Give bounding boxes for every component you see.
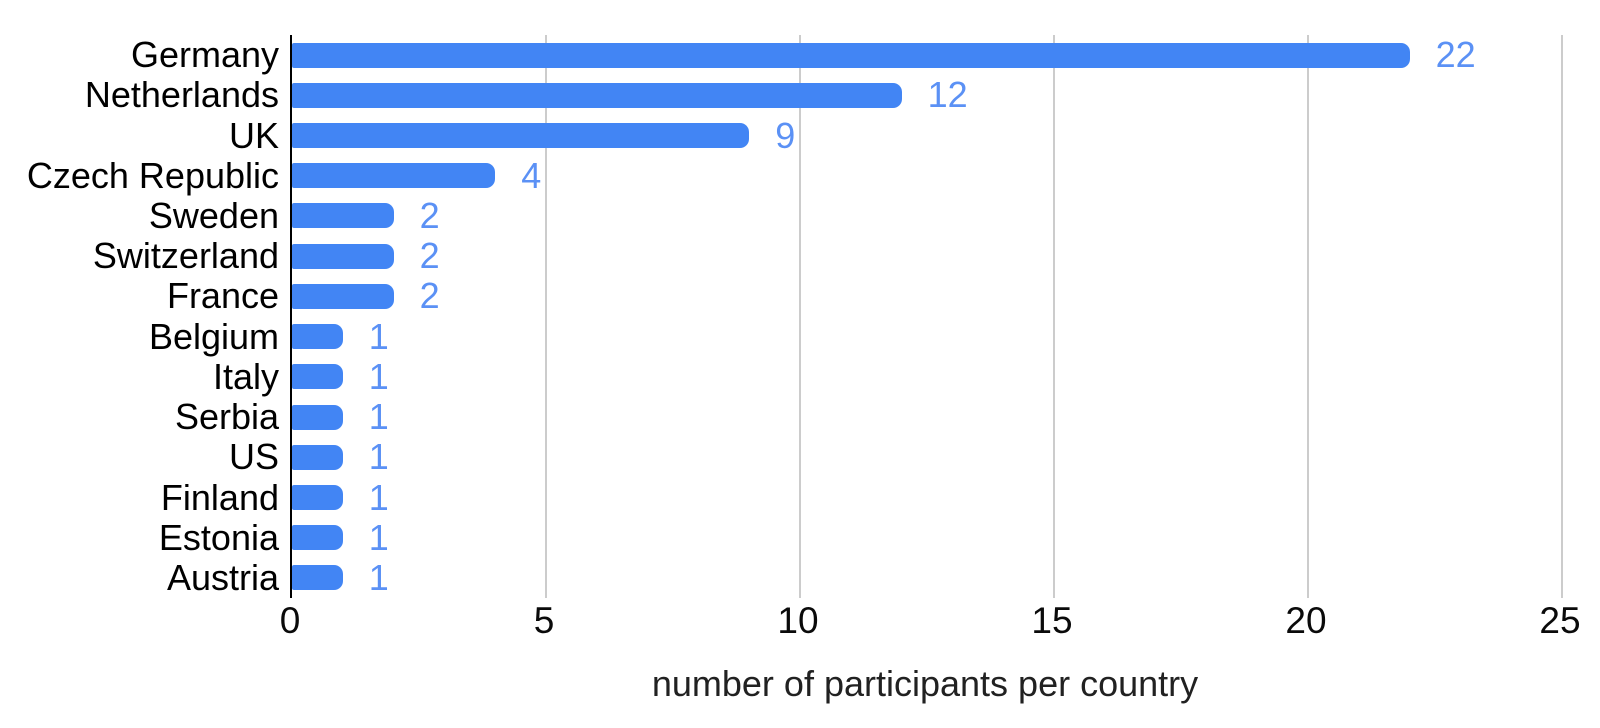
bar-rows: Germany 22 Netherlands 12 UK 9 Czech Republic 4… xyxy=(27,34,1562,598)
category-label-czech-republic: Czech Republic xyxy=(26,154,279,196)
chart-row-sweden: Sweden 2 xyxy=(149,194,1562,236)
chart-row-uk: UK 9 xyxy=(229,114,1562,156)
category-label-belgium: Belgium xyxy=(148,315,279,357)
chart-row-belgium: Belgium 1 xyxy=(149,315,1562,357)
x-tick-label-5: 5 xyxy=(533,600,555,641)
chart-row-serbia: Serbia 1 xyxy=(175,396,1562,438)
x-tick-label-15: 15 xyxy=(1031,600,1073,641)
bar-italy xyxy=(292,364,343,390)
chart-row-us: US 1 xyxy=(229,436,1562,478)
category-label-france: France xyxy=(166,275,279,317)
category-label-sweden: Sweden xyxy=(148,194,279,236)
chart-row-germany: Germany 22 xyxy=(131,34,1562,76)
value-label-uk: 9 xyxy=(775,114,796,156)
value-label-sweden: 2 xyxy=(419,194,440,236)
value-label-us: 1 xyxy=(368,436,389,478)
chart-row-france: France 2 xyxy=(167,275,1562,317)
chart-row-italy: Italy 1 xyxy=(213,355,1562,397)
gridline-20 xyxy=(1307,35,1309,598)
x-tick-label-25: 25 xyxy=(1539,600,1581,641)
value-label-netherlands: 12 xyxy=(927,74,968,116)
bar-czech-republic xyxy=(292,163,496,189)
value-label-belgium: 1 xyxy=(368,315,389,357)
bar-finland xyxy=(292,485,343,511)
bar-austria xyxy=(292,565,343,591)
value-label-switzerland: 2 xyxy=(419,235,440,277)
chart-row-switzerland: Switzerland 2 xyxy=(93,235,1562,277)
x-axis: 0 5 10 15 20 25 xyxy=(280,600,1581,644)
plot-area: Germany 22 Netherlands 12 UK 9 Czech Republic 4… xyxy=(27,34,1563,598)
value-label-estonia: 1 xyxy=(368,516,389,558)
category-label-uk: UK xyxy=(228,114,279,156)
category-label-netherlands: Netherlands xyxy=(84,74,279,116)
gridline-15 xyxy=(1053,35,1055,598)
value-label-italy: 1 xyxy=(368,355,389,397)
chart-row-netherlands: Netherlands 12 xyxy=(85,74,1562,116)
bar-germany xyxy=(292,42,1410,68)
bar-netherlands xyxy=(292,82,902,108)
chart-row-austria: Austria 1 xyxy=(167,556,1562,598)
x-axis-title: number of participants per country xyxy=(651,663,1199,704)
value-label-france: 2 xyxy=(419,275,440,317)
category-label-germany: Germany xyxy=(130,34,279,76)
bar-serbia xyxy=(292,404,343,430)
category-label-finland: Finland xyxy=(160,476,279,518)
category-label-italy: Italy xyxy=(212,355,279,397)
bar-france xyxy=(292,283,394,309)
x-tick-label-20: 20 xyxy=(1285,600,1327,641)
category-label-us: US xyxy=(228,436,279,478)
value-label-finland: 1 xyxy=(368,476,389,518)
value-label-austria: 1 xyxy=(368,556,389,598)
gridline-25 xyxy=(1561,35,1563,598)
bar-switzerland xyxy=(292,243,394,269)
chart-row-finland: Finland 1 xyxy=(161,476,1562,518)
bar-sweden xyxy=(292,203,394,229)
category-label-serbia: Serbia xyxy=(174,396,279,438)
bar-estonia xyxy=(292,525,343,551)
value-label-czech-republic: 4 xyxy=(521,154,542,196)
category-label-switzerland: Switzerland xyxy=(92,235,279,277)
gridline-5 xyxy=(545,35,547,598)
chart-row-estonia: Estonia 1 xyxy=(159,516,1562,558)
category-label-austria: Austria xyxy=(166,556,279,598)
bar-belgium xyxy=(292,324,343,350)
value-label-serbia: 1 xyxy=(368,396,389,438)
chart-row-czech-republic: Czech Republic 4 xyxy=(27,154,1562,196)
gridline-10 xyxy=(799,35,801,598)
bar-uk xyxy=(292,123,750,149)
value-label-germany: 22 xyxy=(1435,34,1476,76)
bar-us xyxy=(292,444,343,470)
category-label-estonia: Estonia xyxy=(158,516,279,558)
x-tick-label-10: 10 xyxy=(777,600,819,641)
x-tick-label-0: 0 xyxy=(279,600,301,641)
